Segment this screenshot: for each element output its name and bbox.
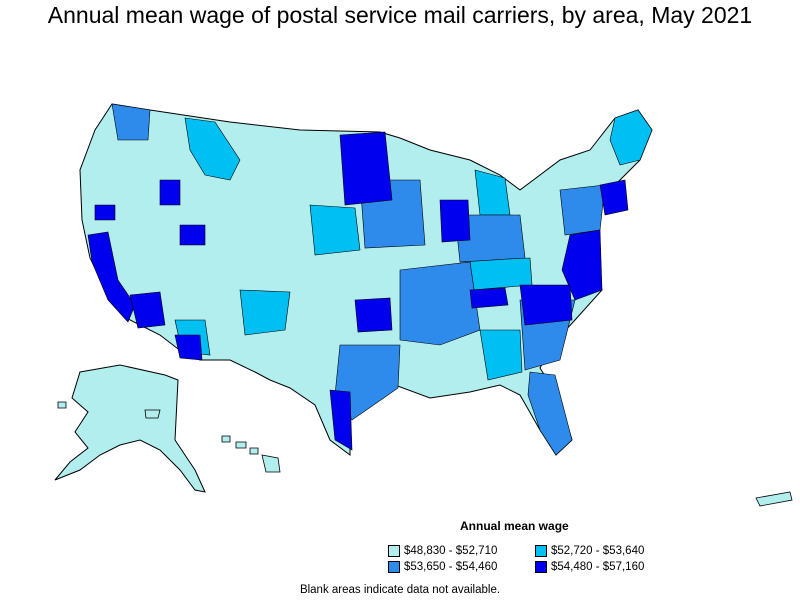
region-north-dakota (339, 131, 393, 206)
footnote: Blank areas indicate data not available. (299, 584, 501, 596)
legend-label-2: $53,650 - $54,460 (404, 561, 498, 573)
region-chicago (439, 199, 471, 243)
hawaii-island-2 (235, 441, 247, 449)
region-idaho-montana (184, 117, 241, 181)
legend-item-1: $48,830 - $52,710 (388, 545, 497, 557)
alaska-island-1 (144, 409, 161, 419)
hawaii-island-3 (249, 447, 259, 455)
legend-item-2: $53,650 - $54,460 (388, 561, 497, 573)
region-maine (609, 109, 653, 166)
region-arizona-phoenix (129, 291, 166, 329)
region-houston (329, 389, 353, 451)
region-tucson (174, 334, 203, 361)
region-ohio-valley (454, 214, 526, 263)
legend-label-4: $54,480 - $57,160 (551, 561, 645, 573)
region-california-coast (87, 231, 136, 323)
legend-label-3: $52,720 - $53,640 (551, 545, 645, 557)
region-mid-atlantic (561, 229, 603, 301)
region-washington (111, 103, 151, 141)
region-nevada-reno (94, 204, 116, 221)
legend-title: Annual mean wage (460, 519, 569, 533)
legend-swatch-1 (388, 545, 400, 557)
region-florida (527, 371, 573, 456)
region-montana-billings (159, 179, 181, 206)
region-east-central (399, 261, 481, 346)
legend-swatch-2 (388, 561, 400, 573)
legend-item-4: $54,480 - $57,160 (535, 561, 644, 573)
puerto-rico-shape (755, 491, 793, 507)
region-tennessee (469, 287, 509, 309)
region-texas-gulf (334, 344, 401, 421)
region-new-england (599, 179, 629, 216)
legend-swatch-3 (535, 545, 547, 557)
region-georgia (479, 329, 523, 381)
region-oklahoma (354, 297, 393, 333)
region-new-mexico (239, 289, 291, 336)
region-utah (179, 224, 206, 246)
hawaii-island-big (261, 454, 281, 473)
alaska-island-2 (57, 401, 67, 409)
legend-swatch-4 (535, 561, 547, 573)
map-title: Annual mean wage of postal service mail … (47, 2, 753, 28)
hawaii-island-1 (221, 435, 231, 443)
region-carolinas (519, 284, 573, 326)
legend-item-3: $52,720 - $53,640 (535, 545, 644, 557)
region-northeast (559, 184, 606, 236)
alaska-shape (54, 364, 206, 493)
region-michigan (474, 169, 511, 216)
legend-label-1: $48,830 - $52,710 (404, 545, 498, 557)
region-dakotas-nebraska (309, 204, 361, 256)
